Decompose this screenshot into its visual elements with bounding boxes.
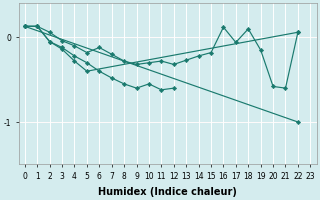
X-axis label: Humidex (Indice chaleur): Humidex (Indice chaleur)	[98, 187, 237, 197]
